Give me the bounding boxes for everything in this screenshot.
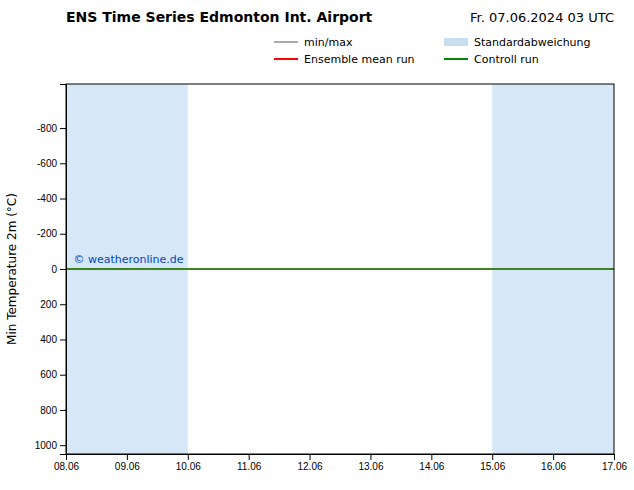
x-tick-label: 16.06 [541, 461, 566, 472]
x-tick-mark [553, 454, 554, 460]
y-tick-label: -200 [37, 228, 57, 239]
x-tick: 16.06 [541, 454, 566, 472]
x-tick-label: 14.06 [419, 461, 444, 472]
y-tick-mark [60, 269, 66, 270]
x-tick-mark [370, 454, 371, 460]
x-tick: 09.06 [115, 454, 140, 472]
x-tick-mark [249, 454, 250, 460]
subtitle: Fr. 07.06.2024 03 UTC [470, 10, 614, 25]
y-tick-label: 0 [51, 264, 57, 275]
y-tick-mark [60, 234, 66, 235]
y-tick-label: -800 [37, 123, 57, 134]
y-tick: -200 [37, 228, 66, 239]
x-tick-mark [188, 454, 189, 460]
y-tick-label: 600 [40, 369, 57, 380]
y-tick: -600 [37, 158, 66, 169]
x-tick-label: 10.06 [176, 461, 201, 472]
x-tick-mark [492, 454, 493, 460]
legend-item: Ensemble mean run [274, 53, 415, 66]
y-axis-title: Min Temperature 2m (°C) [5, 193, 19, 345]
y-tick: -400 [37, 193, 66, 204]
legend-label: min/max [304, 36, 353, 49]
x-tick-label: 15.06 [480, 461, 505, 472]
x-tick: 14.06 [419, 454, 444, 472]
y-tick: 0 [51, 264, 66, 275]
plot: 08.06 09.06 10.06 11.06 12.06 13.06 14.06 15.06… [35, 84, 628, 472]
y-tick: 600 [40, 369, 66, 380]
y-tick: 800 [40, 405, 66, 416]
legend-item: min/max [274, 36, 353, 49]
y-tick-mark [60, 375, 66, 376]
y-tick-label: -600 [37, 158, 57, 169]
legend-label: Ensemble mean run [304, 53, 415, 66]
y-tick-mark [60, 128, 66, 129]
x-tick: 12.06 [298, 454, 323, 472]
y-tick-mark [60, 199, 66, 200]
legend-swatch [444, 38, 468, 46]
legend-label: Standardabweichung [474, 36, 591, 49]
x-tick-mark [127, 454, 128, 460]
x-tick-mark [614, 454, 615, 460]
y-tick-label: 200 [40, 299, 57, 310]
legend: min/max Standardabweichung Ensemble mean r… [274, 36, 591, 66]
x-tick: 17.06 [602, 454, 627, 472]
y-tick-mark [60, 163, 66, 164]
y-tick-mark [60, 304, 66, 305]
y-tick-mark [60, 339, 66, 340]
x-tick-mark [431, 454, 432, 460]
y-tick: 1000 [35, 440, 66, 451]
x-axis-line [67, 455, 615, 461]
title: ENS Time Series Edmonton Int. Airport [66, 9, 373, 25]
y-tick-mark [60, 410, 66, 411]
x-tick-label: 12.06 [298, 461, 323, 472]
legend-swatch [444, 58, 468, 60]
y-tick-label: 1000 [35, 440, 58, 451]
plot-frame [66, 84, 614, 454]
x-tick: 08.06 [54, 454, 79, 472]
legend-item: Standardabweichung [444, 36, 591, 49]
y-tick-label: 800 [40, 405, 57, 416]
legend-swatch [274, 41, 298, 43]
x-tick-label: 11.06 [237, 461, 262, 472]
legend-label: Controll run [474, 53, 539, 66]
x-tick-label: 17.06 [602, 461, 627, 472]
y-axis: -800 -600 -400 -200 0 200 400 600 800 1000 [35, 85, 67, 455]
legend-item: Controll run [444, 53, 539, 66]
x-tick: 15.06 [480, 454, 505, 472]
x-tick-mark [310, 454, 311, 460]
x-tick-label: 08.06 [54, 461, 79, 472]
x-tick: 11.06 [237, 454, 262, 472]
y-tick: 400 [40, 334, 66, 345]
chart: ENS Time Series Edmonton Int. Airport Fr.… [0, 0, 634, 490]
series-line [66, 268, 614, 270]
marks [66, 84, 614, 454]
y-tick: 200 [40, 299, 66, 310]
watermark: © weatheronline.de [73, 253, 183, 266]
y-tick-label: -400 [37, 193, 57, 204]
y-tick: -800 [37, 123, 66, 134]
x-tick: 13.06 [358, 454, 383, 472]
x-axis: 08.06 09.06 10.06 11.06 12.06 13.06 14.06 15.06… [54, 454, 627, 472]
x-tick: 10.06 [176, 454, 201, 472]
legend-swatch [274, 58, 298, 60]
series-line [66, 269, 614, 270]
x-tick-label: 13.06 [358, 461, 383, 472]
y-tick-mark [60, 445, 66, 446]
x-tick-label: 09.06 [115, 461, 140, 472]
y-tick-label: 400 [40, 334, 57, 345]
